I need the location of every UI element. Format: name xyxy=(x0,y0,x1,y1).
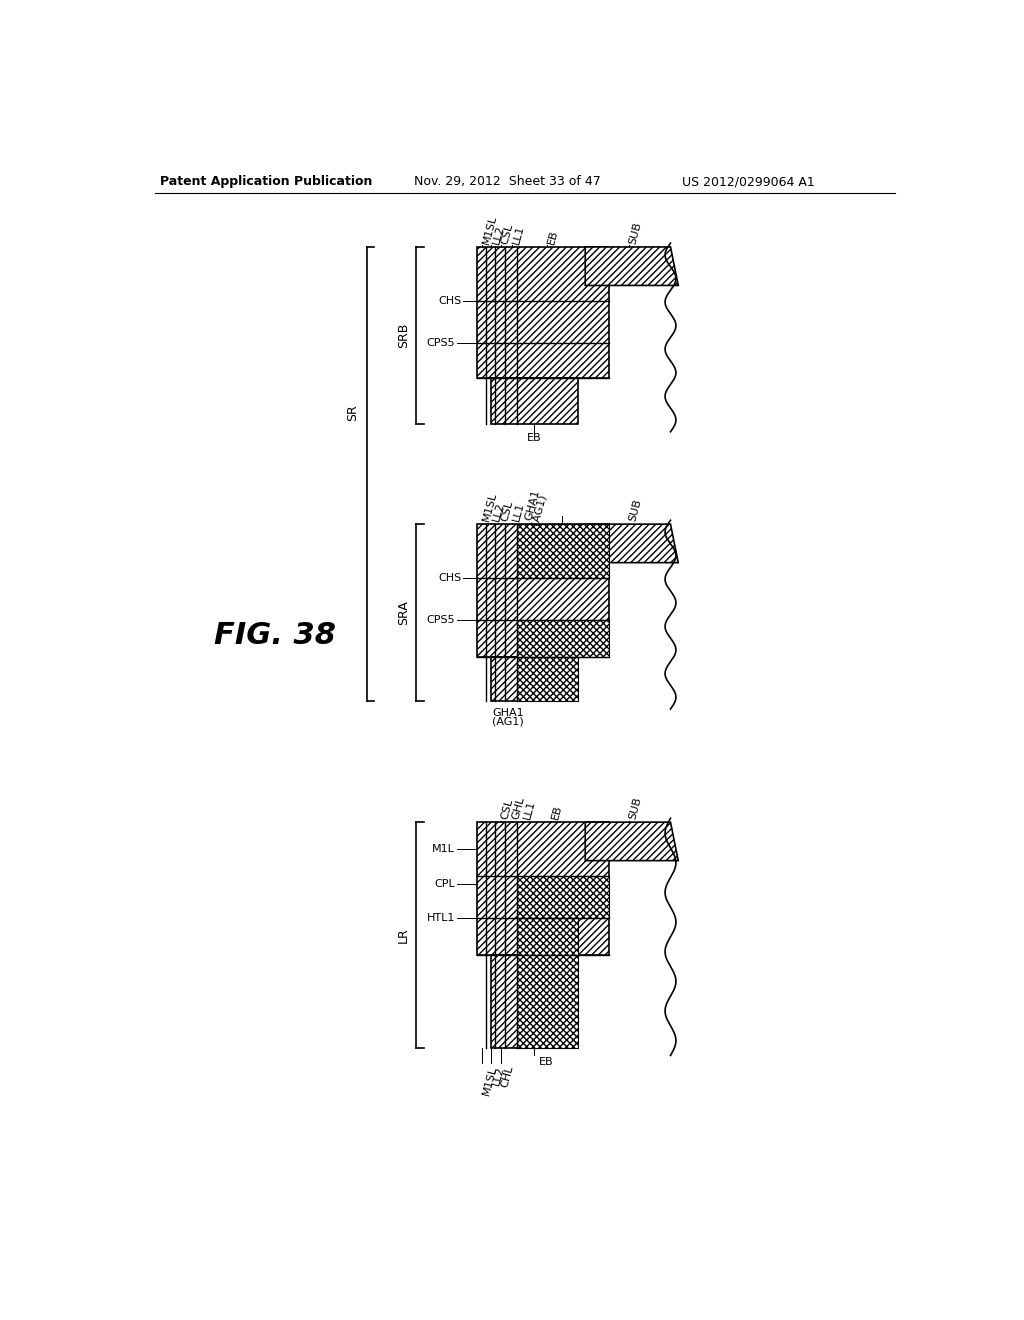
Bar xyxy=(517,524,608,578)
Text: M1SL: M1SL xyxy=(481,214,499,246)
Text: SRA: SRA xyxy=(396,601,410,626)
Text: LL1: LL1 xyxy=(521,799,537,821)
Text: CPL: CPL xyxy=(434,879,455,888)
Text: LL2: LL2 xyxy=(490,502,506,523)
Text: GHA1: GHA1 xyxy=(492,708,523,718)
Text: Patent Application Publication: Patent Application Publication xyxy=(160,176,372,187)
Text: SUB: SUB xyxy=(628,498,643,523)
Text: LL1: LL1 xyxy=(511,502,525,523)
Text: M1L: M1L xyxy=(432,843,455,854)
Text: CHS: CHS xyxy=(438,573,461,583)
Text: CSL: CSL xyxy=(500,499,515,523)
Polygon shape xyxy=(586,822,678,861)
Bar xyxy=(517,876,608,919)
Text: GHA1: GHA1 xyxy=(523,488,541,521)
Text: Nov. 29, 2012  Sheet 33 of 47: Nov. 29, 2012 Sheet 33 of 47 xyxy=(415,176,601,187)
Text: (AG1): (AG1) xyxy=(529,492,547,525)
Text: US 2012/0299064 A1: US 2012/0299064 A1 xyxy=(682,176,814,187)
Text: CHL: CHL xyxy=(500,1065,515,1089)
Text: HTL1: HTL1 xyxy=(427,913,455,924)
Text: EB: EB xyxy=(540,1056,554,1067)
Text: M1SL: M1SL xyxy=(481,1065,499,1096)
Text: EB: EB xyxy=(526,433,542,444)
Text: SUB: SUB xyxy=(628,220,643,246)
Text: EB: EB xyxy=(547,228,560,246)
Polygon shape xyxy=(586,247,678,285)
Polygon shape xyxy=(586,524,678,562)
Text: LL2: LL2 xyxy=(490,224,506,246)
Text: EB: EB xyxy=(550,804,564,821)
Bar xyxy=(477,822,608,956)
Text: SRB: SRB xyxy=(396,323,410,348)
Bar xyxy=(490,657,578,701)
Text: (AG1): (AG1) xyxy=(492,717,523,726)
Bar xyxy=(477,247,608,378)
Text: SR: SR xyxy=(346,404,359,421)
Bar xyxy=(517,657,578,701)
Text: SUB: SUB xyxy=(628,796,643,821)
Text: LL2: LL2 xyxy=(490,1065,506,1086)
Bar xyxy=(517,919,578,1048)
Bar xyxy=(477,524,608,657)
Text: CSL: CSL xyxy=(500,797,515,821)
Text: CHS: CHS xyxy=(438,296,461,306)
Text: LL1: LL1 xyxy=(511,224,525,246)
Bar xyxy=(490,378,578,424)
Text: CSL: CSL xyxy=(500,222,515,246)
Text: CPS5: CPS5 xyxy=(426,615,455,626)
Bar xyxy=(517,620,608,657)
Text: FIG. 38: FIG. 38 xyxy=(214,622,336,651)
Text: GHL: GHL xyxy=(511,796,526,821)
Bar xyxy=(490,956,578,1048)
Text: M1SL: M1SL xyxy=(481,491,499,523)
Text: CPS5: CPS5 xyxy=(426,338,455,348)
Text: LR: LR xyxy=(396,927,410,942)
